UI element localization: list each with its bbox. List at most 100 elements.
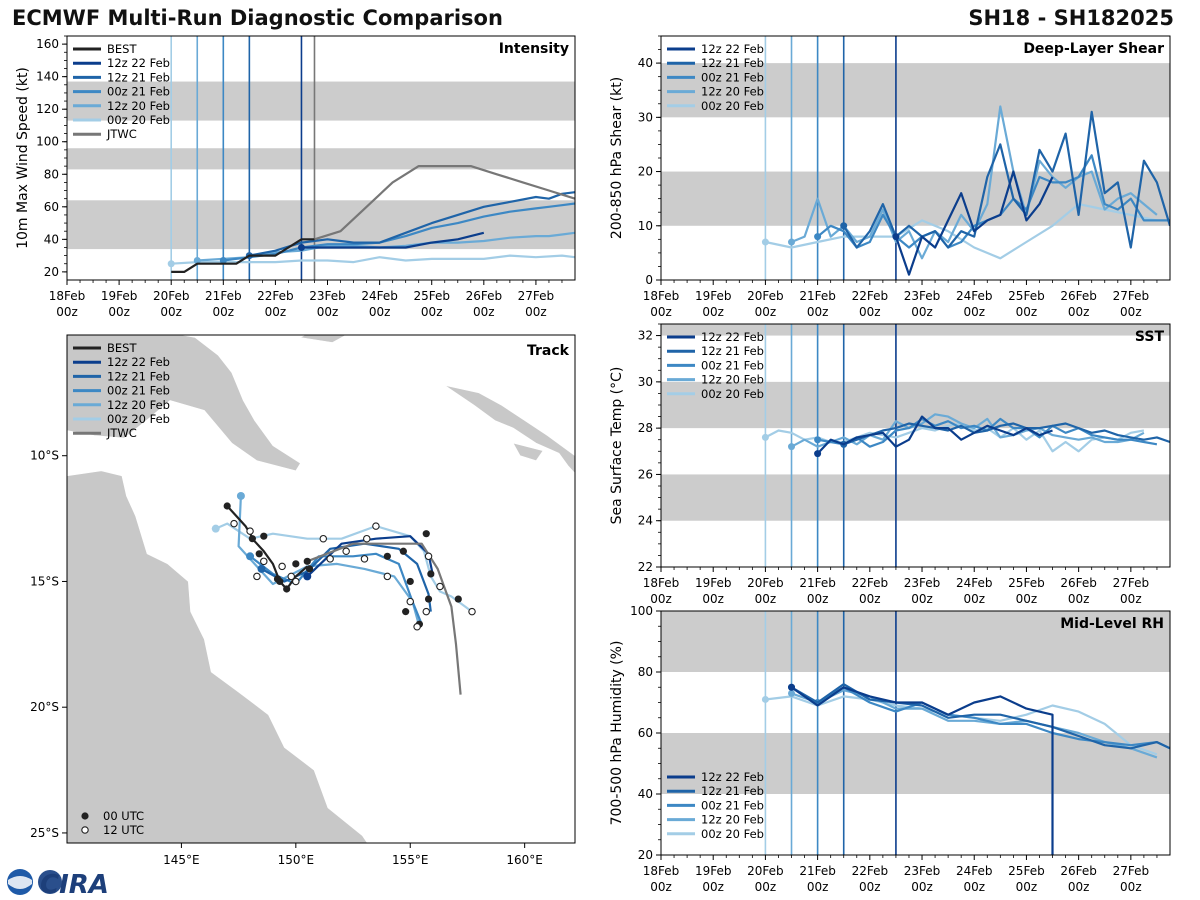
rh-legend-label-00z-21-feb: 00z 21 Feb [701,798,764,812]
sst-legend-label-00z-21-feb: 00z 21 Feb [701,358,764,372]
sst-xtick-label-date: 20Feb [747,576,784,590]
track-point-00utc [292,560,300,568]
intensity-legend-label-jtwc: JTWC [106,127,137,141]
track-point-00utc [424,595,433,603]
track-point-00utc [402,608,410,616]
shear-ytick-label: 30 [638,110,653,124]
shear-ytick-label: 10 [638,219,653,233]
sst-xtick-label-hour: 00z [911,592,933,606]
rh-xtick-label-hour: 00z [1016,880,1038,894]
track-point-12utc [326,555,334,563]
sst-xtick-label-hour: 00z [650,592,672,606]
track-point-00utc [422,530,430,538]
intensity-xtick-label-hour: 00z [473,305,495,319]
shear-xtick-label-hour: 00z [755,305,777,319]
sst-legend-label-00z-20-feb: 00z 20 Feb [701,387,764,401]
track-point-12utc [278,562,286,571]
track-xtick-label: 150°E [278,853,315,867]
rh-plot-area [661,611,1170,855]
rh-xtick-label-date: 19Feb [695,864,732,878]
rh-xtick-label-date: 21Feb [799,864,836,878]
marker-legend-00utc-icon [81,812,89,820]
sst-xtick-label-date: 23Feb [904,576,941,590]
track-legend-label-best: BEST [107,341,137,355]
marker-legend-12utc-label: 12 UTC [103,823,144,837]
shear-start-point-12z-22-feb [892,233,900,241]
track-point-12utc [383,572,392,581]
intensity-plot-area [67,36,575,280]
guadalcanal-land [512,442,544,462]
sst-xtick-label-date: 26Feb [1060,576,1097,590]
rh-legend-label-12z-22-feb: 12z 22 Feb [701,770,764,784]
intensity-xtick-label-date: 26Feb [466,289,503,303]
rh-ytick-label: 20 [638,848,653,862]
intensity-xtick-label-hour: 00z [525,305,547,319]
rh-title: Mid-Level RH [1060,616,1164,632]
shear-start-point-00z-20-feb [761,238,769,246]
shear-xtick-label-date: 26Feb [1060,289,1097,303]
shear-xtick-label-hour: 00z [963,305,985,319]
shear-xtick-label-hour: 00z [859,305,881,319]
shear-legend-label-00z-21-feb: 00z 21 Feb [701,70,764,84]
intensity-xtick-label-date: 24Feb [361,289,398,303]
track-point-12utc [468,607,476,616]
rh-xtick-label-date: 22Feb [852,864,889,878]
sst-ylabel: Sea Surface Temp (°C) [609,367,625,525]
sst-xtick-label-hour: 00z [755,592,777,606]
rh-series-00z-21-feb [817,686,1170,750]
intensity-start-point-12z-20-feb [193,256,201,264]
intensity-xtick-label-date: 20Feb [153,289,190,303]
rh-xtick-label-date: 25Feb [1008,864,1045,878]
sst-start-point-00z-21-feb [814,436,822,444]
intensity-xtick-label-date: 25Feb [413,289,450,303]
cira-logo-text: CIRA [40,870,109,900]
intensity-shade-band [67,81,575,121]
intensity-legend-label-12z-21-feb: 12z 21 Feb [107,70,170,84]
sst-ytick-label: 32 [638,329,653,343]
track-panel: 145°E 150°E 155°E 160°E 10°S 15°S 20°S 25°S Trac… [30,334,576,867]
cira-globe-icon [38,870,62,894]
sst-shade-band [661,324,1170,336]
intensity-xtick-label-hour: 00z [421,305,443,319]
track-point-12utc [436,582,444,591]
shear-shade-band [661,171,1170,226]
track-frame [66,334,576,844]
intensity-xtick-label-date: 22Feb [257,289,294,303]
intensity-shade-band [67,200,575,250]
intensity-ytick-label: 160 [36,37,59,51]
rh-shade-band [661,733,1170,794]
track-point-12utc [253,572,261,581]
track-legend-label-00z-20-feb: 00z 20 Feb [107,412,170,426]
shear-xtick-label-date: 24Feb [956,289,993,303]
track-point-00utc [260,532,268,540]
rh-xtick-label-hour: 00z [807,880,829,894]
intensity-legend-label-00z-21-feb: 00z 21 Feb [107,85,170,99]
solomon-islands-land [444,385,575,474]
track-point-12utc [406,597,414,606]
intensity-xtick-label-hour: 00z [213,305,235,319]
track-point-12utc [319,534,328,543]
track-point-00utc [383,552,391,560]
sst-xtick-label-hour: 00z [702,592,724,606]
rh-xtick-label-hour: 00z [702,880,724,894]
shear-xtick-label-date: 21Feb [799,289,836,303]
rh-xtick-label-hour: 00z [1120,880,1142,894]
track-point-00utc [399,547,407,555]
rh-xtick-label-date: 23Feb [904,864,941,878]
sst-shade-band [661,474,1170,521]
track-point-00utc [255,550,263,558]
sst-series-12z-22-feb [816,415,1053,455]
track-point-12utc [292,577,300,586]
rh-xtick-label-date: 24Feb [956,864,993,878]
intensity-legend-label-00z-20-feb: 00z 20 Feb [107,113,170,127]
rh-ytick-label: 40 [638,787,653,801]
intensity-start-point-00z-21-feb [219,256,227,264]
shear-xtick-label-hour: 00z [911,305,933,319]
track-point-12utc [422,607,431,616]
shear-xtick-label-date: 20Feb [747,289,784,303]
intensity-xtick-label-date: 18Feb [49,289,86,303]
track-point-12utc [230,519,238,528]
shear-xtick-label-date: 18Feb [643,289,680,303]
rh-xtick-label-hour: 00z [859,880,881,894]
intensity-series-jtwc [314,165,575,241]
